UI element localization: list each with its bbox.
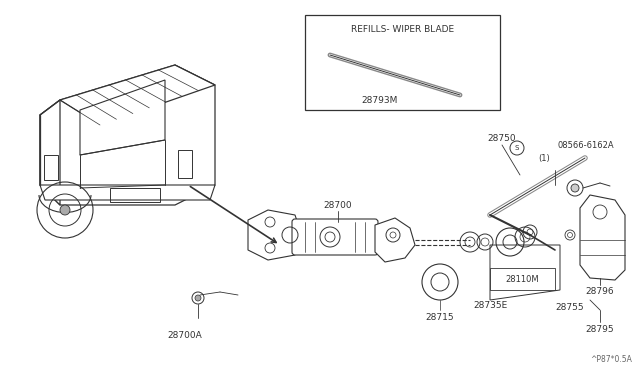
Polygon shape xyxy=(490,245,560,300)
Text: 28110M: 28110M xyxy=(505,276,539,285)
Text: 28796: 28796 xyxy=(586,288,614,296)
Text: 28700: 28700 xyxy=(324,201,352,209)
Circle shape xyxy=(195,295,201,301)
Text: 28735E: 28735E xyxy=(473,301,507,310)
Text: 28700A: 28700A xyxy=(168,330,202,340)
Bar xyxy=(44,155,58,180)
Bar xyxy=(178,150,192,178)
Bar xyxy=(110,188,160,202)
Polygon shape xyxy=(375,218,415,262)
Text: 28715: 28715 xyxy=(426,314,454,323)
Text: S: S xyxy=(515,145,519,151)
Polygon shape xyxy=(80,80,165,155)
Polygon shape xyxy=(40,100,60,205)
Circle shape xyxy=(60,205,70,215)
Polygon shape xyxy=(580,195,625,280)
Polygon shape xyxy=(248,210,300,260)
Bar xyxy=(305,15,500,110)
Text: (1): (1) xyxy=(538,154,550,163)
Circle shape xyxy=(571,184,579,192)
Polygon shape xyxy=(60,65,215,125)
Text: ^P87*0.5A: ^P87*0.5A xyxy=(590,356,632,365)
Polygon shape xyxy=(40,65,215,205)
Text: 28795: 28795 xyxy=(586,326,614,334)
Text: 28755: 28755 xyxy=(556,304,584,312)
Text: 28750: 28750 xyxy=(488,134,516,142)
Bar xyxy=(490,268,555,290)
Text: 28793M: 28793M xyxy=(362,96,398,105)
Polygon shape xyxy=(40,185,215,200)
Text: REFILLS- WIPER BLADE: REFILLS- WIPER BLADE xyxy=(351,25,454,33)
Text: 08566-6162A: 08566-6162A xyxy=(558,141,614,150)
FancyBboxPatch shape xyxy=(292,219,378,255)
